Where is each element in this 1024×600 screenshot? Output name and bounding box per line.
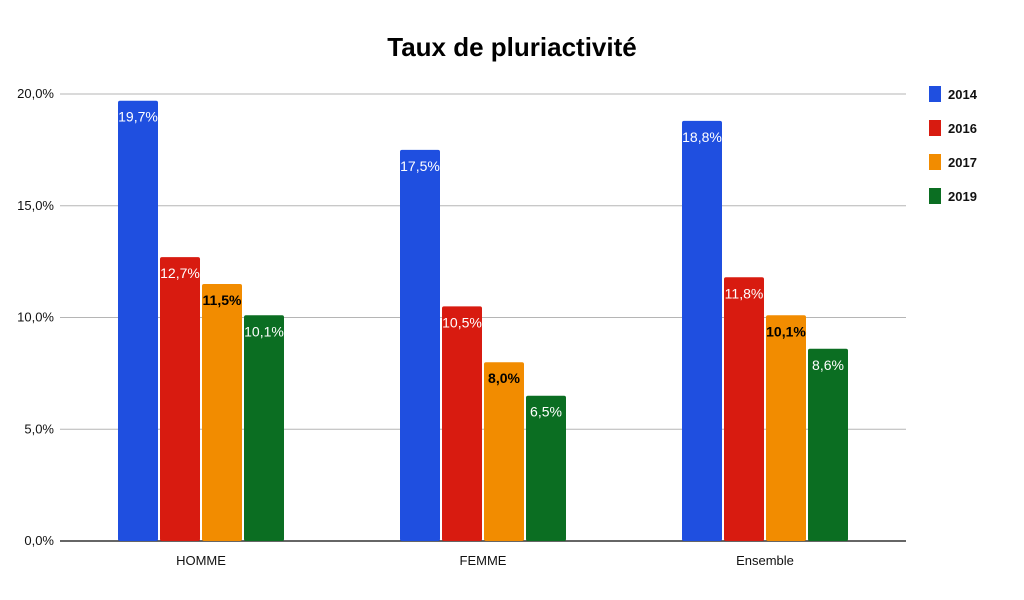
legend-swatch-2016 [929, 120, 941, 136]
x-tick-label: FEMME [460, 553, 507, 568]
data-label: 19,7% [118, 109, 158, 125]
bar-2016-homme [160, 257, 200, 541]
bar-2019-femme [526, 395, 566, 541]
legend-label-2014: 2014 [948, 87, 978, 102]
data-label: 10,5% [442, 314, 482, 330]
legend-label-2019: 2019 [948, 189, 977, 204]
y-tick-label: 5,0% [24, 421, 54, 436]
data-label: 8,6% [812, 357, 844, 373]
bar-2017-homme [202, 283, 242, 541]
data-label: 17,5% [400, 158, 440, 174]
bar-labels: 19,7%12,7%11,5%10,1%17,5%10,5%8,0%6,5%18… [118, 109, 844, 420]
legend-label-2016: 2016 [948, 121, 977, 136]
data-label: 11,5% [203, 292, 242, 308]
legend-swatch-2014 [929, 86, 941, 102]
bar-2016-femme [442, 306, 482, 541]
legend-swatch-2019 [929, 188, 941, 204]
bars [118, 100, 848, 541]
data-label: 18,8% [682, 129, 722, 145]
bar-2014-ensemble [682, 120, 722, 541]
bar-2017-ensemble [766, 315, 806, 541]
y-tick-label: 0,0% [24, 533, 54, 548]
y-axis-ticks: 0,0% 5,0% 10,0% 15,0% 20,0% [17, 86, 54, 548]
data-label: 11,8% [725, 285, 764, 301]
y-tick-label: 15,0% [17, 198, 54, 213]
bar-2014-homme [118, 100, 158, 541]
bar-2017-femme [484, 362, 524, 541]
y-tick-label: 10,0% [17, 310, 54, 325]
bar-2019-homme [244, 315, 284, 541]
data-label: 10,1% [244, 323, 284, 339]
legend: 2014 2016 2017 2019 [929, 86, 978, 204]
x-tick-label: Ensemble [736, 553, 794, 568]
x-tick-label: HOMME [176, 553, 226, 568]
legend-label-2017: 2017 [948, 155, 977, 170]
bar-2016-ensemble [724, 277, 764, 541]
bar-2019-ensemble [808, 348, 848, 541]
chart-title: Taux de pluriactivité [387, 32, 636, 62]
data-label: 8,0% [488, 370, 520, 386]
data-label: 6,5% [530, 404, 562, 420]
x-axis-ticks: HOMME FEMME Ensemble [176, 553, 794, 568]
y-tick-label: 20,0% [17, 86, 54, 101]
gridlines [60, 93, 906, 542]
data-label: 10,1% [766, 323, 806, 339]
bar-2014-femme [400, 149, 440, 541]
legend-swatch-2017 [929, 154, 941, 170]
data-label: 12,7% [160, 265, 200, 281]
